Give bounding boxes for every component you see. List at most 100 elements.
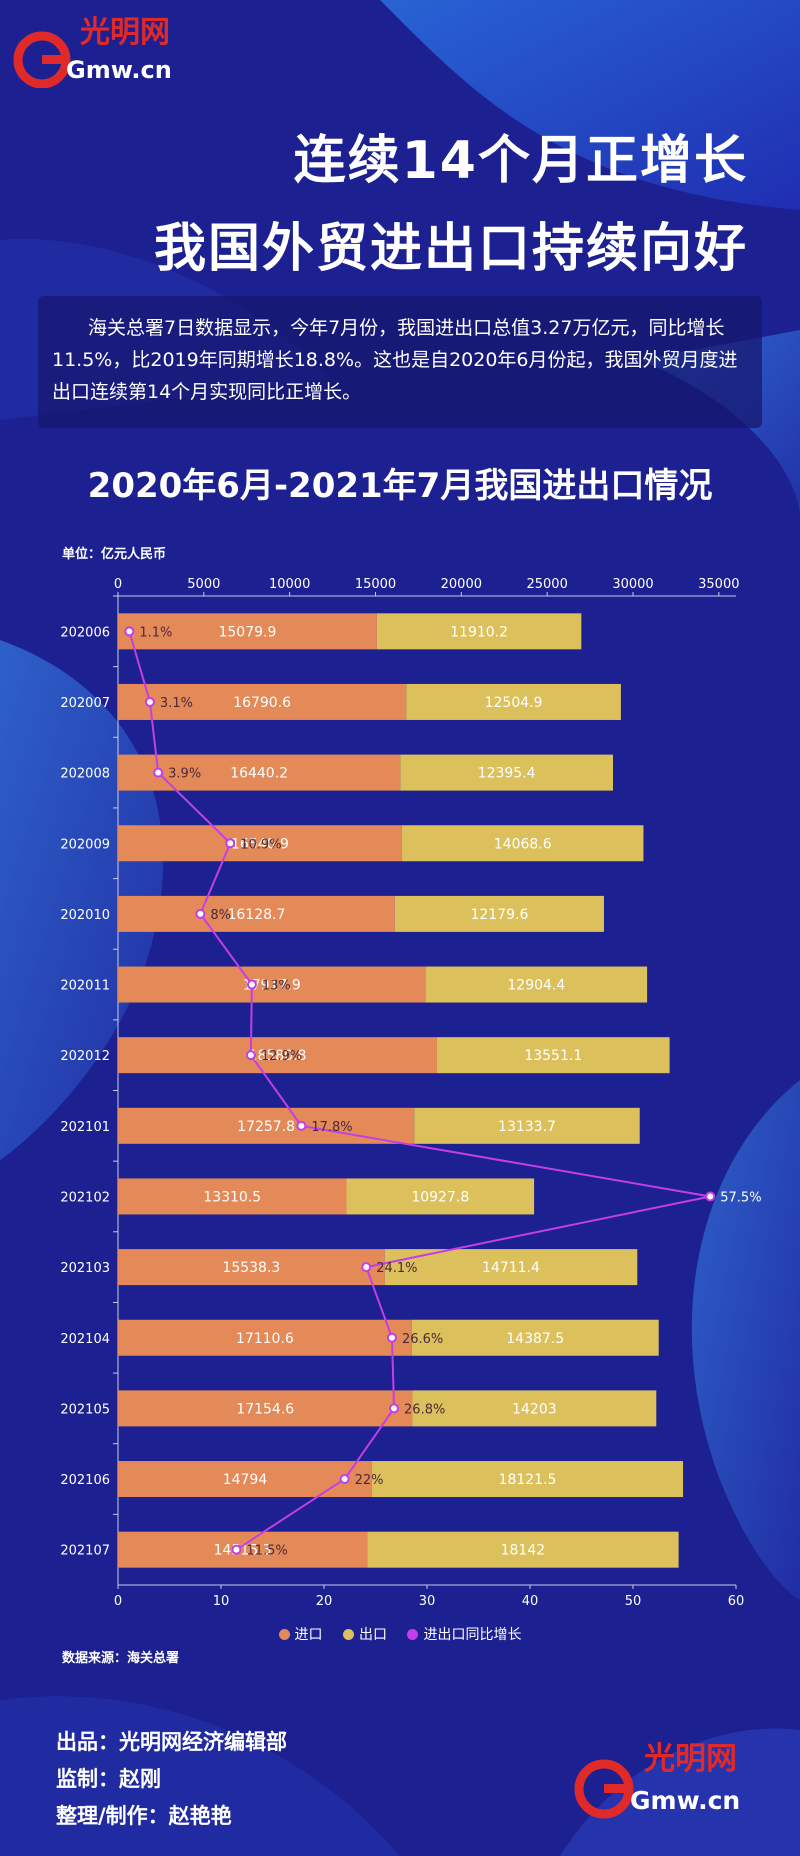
growth-point xyxy=(246,979,257,990)
import-bar xyxy=(118,613,377,650)
category-label: 202101 xyxy=(60,1120,110,1135)
import-bar xyxy=(118,754,401,791)
category-label: 202107 xyxy=(60,1544,110,1559)
export-value-label: 12179.6 xyxy=(470,907,528,923)
export-value-label: 10927.8 xyxy=(411,1189,469,1205)
credits: 出品：光明网经济编辑部 监制：赵刚 整理/制作：赵艳艳 xyxy=(56,1724,287,1835)
top-axis-tick-label: 10000 xyxy=(269,577,310,592)
export-bar xyxy=(401,825,644,862)
import-bar xyxy=(118,966,426,1003)
bottom-axis-tick-label: 30 xyxy=(419,1594,436,1609)
growth-point xyxy=(389,1403,400,1414)
legend-export-label: 出口 xyxy=(359,1627,387,1643)
export-bar xyxy=(412,1390,657,1427)
chart-legend: 进口 出口 进出口同比增长 xyxy=(0,1624,800,1644)
import-bar xyxy=(118,825,402,862)
export-bar xyxy=(425,966,648,1003)
import-value-label: 14794 xyxy=(223,1472,268,1488)
growth-label: 26.8% xyxy=(404,1402,445,1417)
import-value-label: 15538.3 xyxy=(222,1260,280,1276)
bottom-axis-tick-label: 60 xyxy=(728,1594,745,1609)
growth-label: 10.9% xyxy=(240,837,281,852)
top-axis-tick-label: 15000 xyxy=(355,577,396,592)
export-value-label: 12904.4 xyxy=(507,978,565,994)
category-label: 202008 xyxy=(60,767,110,782)
export-value-label: 11910.2 xyxy=(450,624,508,640)
intro-panel xyxy=(38,296,762,428)
import-value-label: 17110.6 xyxy=(236,1331,294,1347)
export-value-label: 14203 xyxy=(512,1401,557,1417)
top-axis-tick-label: 30000 xyxy=(612,577,653,592)
category-label: 202006 xyxy=(60,625,110,640)
growth-point xyxy=(245,1050,256,1061)
export-value-label: 12395.4 xyxy=(478,766,536,782)
category-label: 202105 xyxy=(60,1402,110,1417)
growth-point xyxy=(153,767,164,778)
import-bar xyxy=(118,895,395,932)
growth-point xyxy=(361,1262,372,1273)
export-value-label: 18121.5 xyxy=(499,1472,557,1488)
credit-supervisor: 监制：赵刚 xyxy=(56,1767,161,1791)
export-bar xyxy=(406,683,621,720)
export-value-label: 14711.4 xyxy=(482,1260,540,1276)
growth-line xyxy=(128,631,711,1551)
legend-item-import: 进口 xyxy=(278,1624,323,1644)
growth-point xyxy=(339,1474,350,1485)
import-bar xyxy=(118,683,407,720)
gmw-logo: Gmw.cn 光明网 xyxy=(13,15,172,88)
logo-sub-text: Gmw.cn xyxy=(66,56,172,84)
import-bar xyxy=(118,1178,347,1215)
import-value-label: 14515.3 xyxy=(214,1543,272,1559)
growth-point xyxy=(386,1332,397,1343)
category-label: 202104 xyxy=(60,1332,110,1347)
logo-bottom-text: 光明网 xyxy=(644,1741,737,1777)
headline-line1: 连续14个月正增长 xyxy=(293,131,748,191)
chart-title: 2020年6月-2021年7月我国进出口情况 xyxy=(87,466,713,506)
growth-label: 12.9% xyxy=(261,1049,302,1064)
logo-text: 光明网 xyxy=(80,15,170,50)
legend-import-swatch xyxy=(278,1629,290,1640)
bottom-axis-tick-label: 40 xyxy=(522,1594,539,1609)
growth-label: 8% xyxy=(210,908,231,923)
export-value-label: 14068.6 xyxy=(494,836,552,852)
export-bar xyxy=(411,1319,659,1356)
growth-label: 57.5% xyxy=(720,1190,761,1205)
growth-label: 17.8% xyxy=(311,1120,352,1135)
bottom-axis-tick-label: 10 xyxy=(213,1594,230,1609)
export-bar xyxy=(371,1461,684,1498)
import-value-label: 16440.2 xyxy=(230,766,288,782)
export-bar xyxy=(376,613,582,650)
category-label: 202106 xyxy=(60,1473,110,1488)
legend-item-growth: 进出口同比增长 xyxy=(407,1624,521,1644)
import-value-label: 16128.7 xyxy=(227,907,285,923)
export-bar xyxy=(394,895,604,932)
legend-import-label: 进口 xyxy=(294,1627,323,1643)
category-label: 202012 xyxy=(60,1049,110,1064)
category-label: 202011 xyxy=(60,979,110,994)
export-value-label: 14387.5 xyxy=(506,1331,564,1347)
legend-growth-label: 进出口同比增长 xyxy=(423,1627,522,1643)
growth-point xyxy=(705,1191,716,1202)
top-axis-tick-label: 35000 xyxy=(698,577,739,592)
import-value-label: 13310.5 xyxy=(203,1189,261,1205)
export-value-label: 18142 xyxy=(501,1543,546,1559)
trade-chart: 0 5000 10000 15000 20000 25000 30000 35000 0 10 20… xyxy=(60,577,761,1609)
credit-editor: 整理/制作：赵艳艳 xyxy=(56,1804,232,1828)
unit-label: 单位：亿元人民币 xyxy=(62,547,167,562)
top-axis-tick-label: 20000 xyxy=(441,577,482,592)
growth-label: 3.1% xyxy=(160,696,193,711)
growth-point xyxy=(195,908,206,919)
export-bar xyxy=(436,1037,670,1074)
growth-label: 13% xyxy=(262,979,291,994)
import-value-label: 17154.6 xyxy=(236,1401,294,1417)
import-value-label: 16790.6 xyxy=(233,695,291,711)
legend-export-swatch xyxy=(343,1629,354,1640)
import-value-label: 16540.9 xyxy=(231,836,289,852)
export-bar xyxy=(400,754,614,791)
bottom-axis-tick-label: 50 xyxy=(625,1594,642,1609)
export-value-label: 12504.9 xyxy=(485,695,543,711)
growth-label: 11.5% xyxy=(246,1544,287,1559)
growth-label: 24.1% xyxy=(376,1261,417,1276)
growth-point xyxy=(296,1120,307,1131)
import-bar xyxy=(118,1390,413,1427)
